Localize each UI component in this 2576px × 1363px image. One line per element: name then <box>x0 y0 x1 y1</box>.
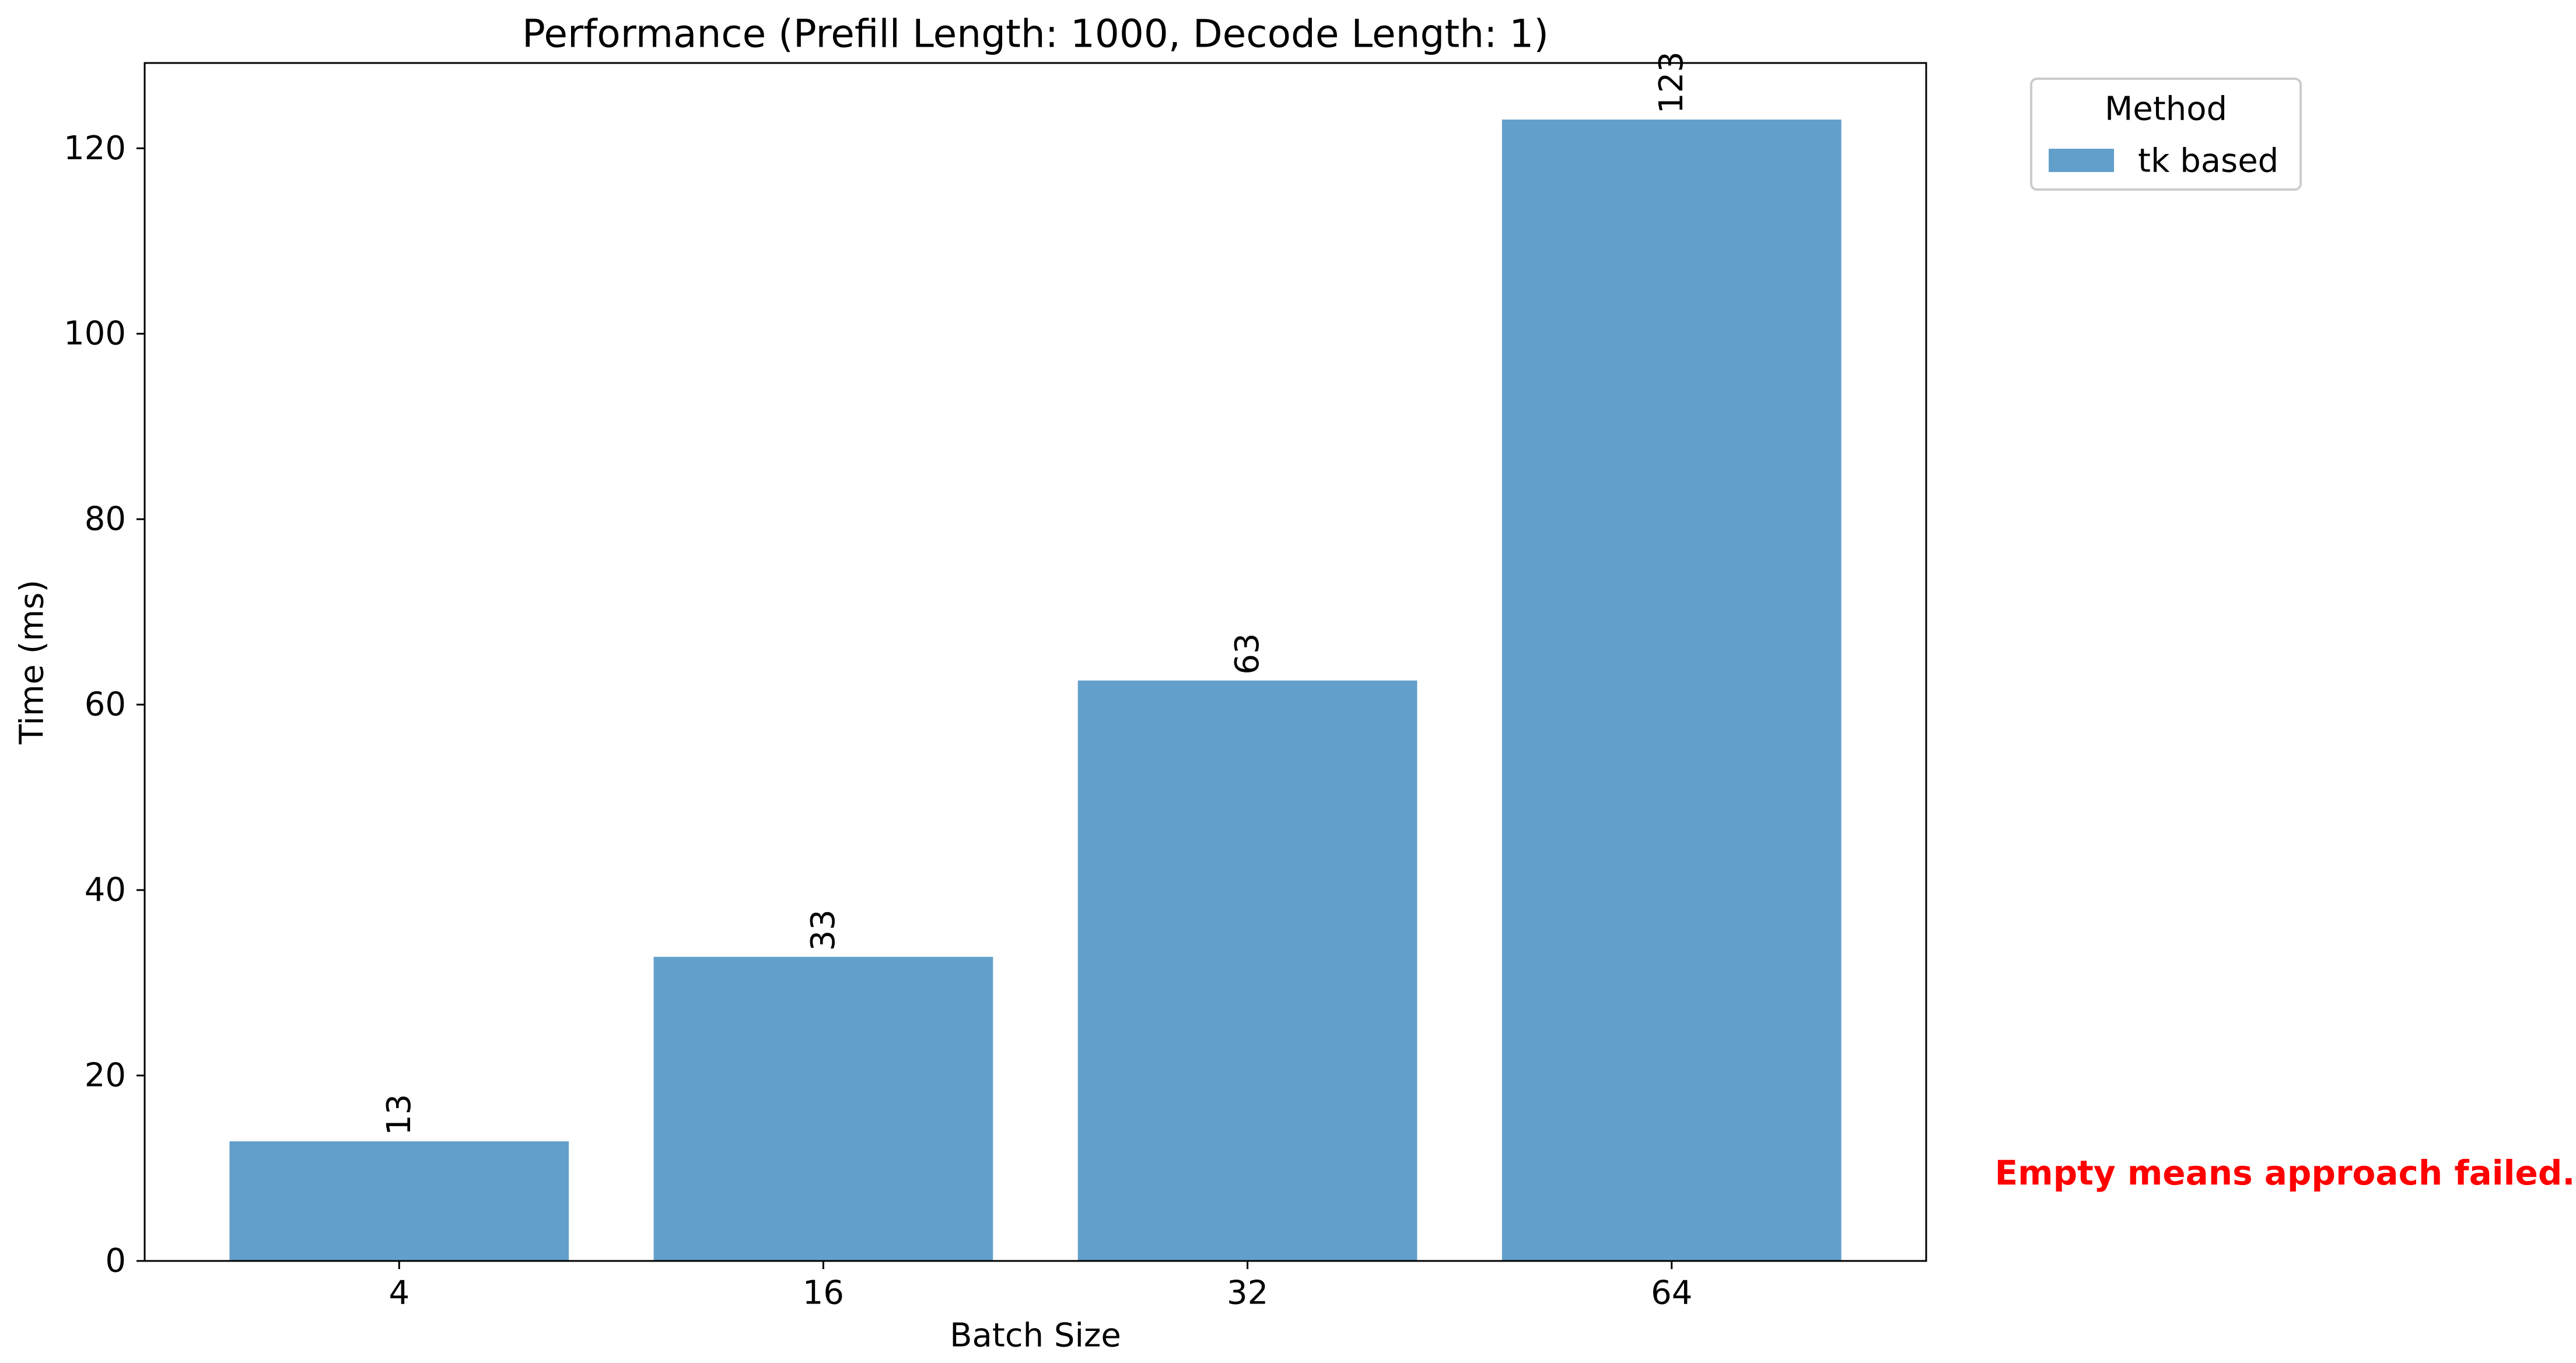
bar-value-label-32: 63 <box>1228 633 1266 675</box>
bar-32 <box>1077 680 1418 1261</box>
bar-64 <box>1502 119 1842 1261</box>
bar-value-label-64: 123 <box>1653 51 1690 114</box>
y-tick-label-100: 100 <box>64 315 126 353</box>
x-tick-label-4: 4 <box>388 1274 410 1312</box>
legend: Method tk based <box>2030 78 2302 191</box>
legend-swatch-tk-based <box>2049 149 2114 172</box>
y-tick-label-0: 0 <box>105 1242 126 1280</box>
legend-title: Method <box>2105 90 2227 128</box>
x-tick-label-16: 16 <box>803 1274 844 1312</box>
x-tick-label-64: 64 <box>1651 1274 1692 1312</box>
legend-label-tk-based: tk based <box>2138 142 2278 180</box>
x-tick-label-32: 32 <box>1227 1274 1268 1312</box>
y-tick-label-80: 80 <box>85 500 126 538</box>
bar-value-label-16: 33 <box>804 909 842 951</box>
y-tick-label-120: 120 <box>64 129 126 167</box>
y-tick-label-60: 60 <box>85 686 126 724</box>
bar-labels: 13 33 63 123 <box>380 51 1690 1136</box>
chart-title: Performance (Prefill Length: 1000, Decod… <box>522 12 1549 57</box>
failure-note: Empty means approach failed. <box>1995 1153 2575 1193</box>
y-axis-title: Time (ms) <box>13 580 51 745</box>
y-tick-label-20: 20 <box>85 1057 126 1095</box>
bar-value-label-4: 13 <box>380 1094 418 1136</box>
plot-frame <box>144 62 1927 1262</box>
plot-bars <box>229 119 1842 1261</box>
y-axis: 0 20 40 60 80 100 120 <box>64 129 145 1280</box>
y-tick-label-40: 40 <box>85 871 126 909</box>
x-axis: 4 16 32 64 <box>388 1261 1692 1312</box>
bar-16 <box>653 956 993 1261</box>
x-axis-title: Batch Size <box>950 1317 1121 1355</box>
bar-4 <box>229 1141 569 1261</box>
